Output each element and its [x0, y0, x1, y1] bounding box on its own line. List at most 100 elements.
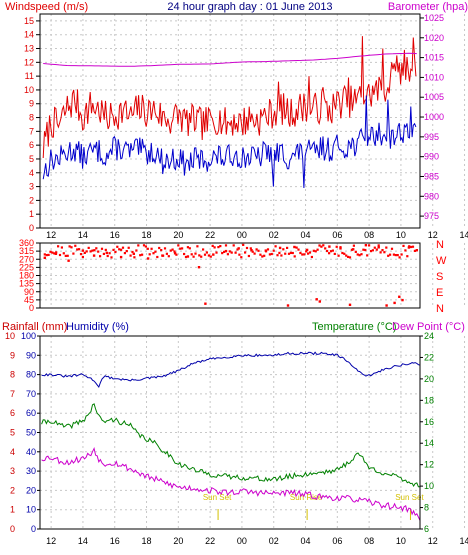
direction-point — [167, 255, 170, 258]
direction-point — [415, 249, 418, 252]
direction-point — [160, 249, 163, 252]
direction-point — [410, 245, 413, 249]
direction-point — [123, 252, 126, 255]
direction-point — [310, 255, 313, 259]
barometer-tick-label: 1025 — [424, 13, 444, 23]
wind-gust-line — [42, 36, 417, 159]
direction-point — [237, 247, 240, 250]
direction-point — [398, 295, 401, 298]
time-tick-label: 02 — [269, 230, 279, 240]
direction-point — [320, 245, 323, 248]
temperature-axis-label: Temperature (°C) — [312, 321, 396, 333]
direction-point — [148, 253, 151, 256]
direction-point — [186, 255, 190, 258]
barometer-tick-label: 1005 — [424, 92, 444, 102]
direction-point — [137, 244, 140, 247]
direction-point — [402, 244, 405, 247]
direction-tick-label: 225 — [19, 262, 34, 272]
direction-point — [257, 249, 260, 252]
direction-point — [173, 250, 176, 253]
dewpoint-axis-label: Dew Point (°C) — [392, 321, 465, 333]
direction-point — [43, 253, 46, 256]
barometer-axis-label: Barometer (hpa) — [388, 1, 468, 13]
direction-point — [354, 250, 357, 253]
direction-point — [270, 252, 273, 256]
humidity-tick-label: 80 — [26, 370, 36, 380]
direction-point — [232, 244, 235, 247]
direction-point — [92, 254, 96, 257]
sun-markers: Sun Set Sun Rise Sun Set — [203, 493, 424, 520]
direction-point — [213, 246, 216, 249]
direction-point — [280, 254, 283, 257]
direction-point — [91, 249, 94, 252]
direction-point — [163, 247, 167, 250]
direction-point — [53, 252, 56, 255]
time-tick-label: 12 — [428, 536, 438, 546]
rainfall-tick-label: 5 — [10, 428, 15, 438]
dewpoint-line — [41, 447, 421, 521]
direction-point — [209, 255, 212, 258]
direction-point — [165, 252, 168, 255]
time-tick-label: 22 — [205, 230, 215, 240]
direction-point — [55, 251, 58, 254]
humidity-line — [41, 351, 421, 389]
direction-point — [132, 252, 135, 255]
direction-point — [203, 253, 207, 256]
compass-label: W — [436, 255, 447, 267]
direction-point — [150, 247, 153, 250]
rainfall-tick-label: 4 — [10, 447, 15, 457]
rainfall-ticks: 0 1 2 3 4 5 6 7 8 9 10 — [5, 331, 15, 534]
time-tick-label: 12 — [46, 536, 56, 546]
windspeed-tick-label: 12 — [24, 57, 34, 67]
direction-point — [390, 247, 394, 250]
humidity-tick-label: 60 — [26, 408, 36, 418]
direction-point — [81, 255, 84, 259]
direction-point — [139, 254, 142, 257]
direction-point — [70, 246, 73, 249]
time-tick-label: 06 — [332, 230, 342, 240]
windspeed-tick-label: 2 — [29, 195, 34, 205]
direction-point — [291, 251, 294, 255]
direction-point — [322, 244, 325, 247]
direction-point — [244, 251, 247, 254]
time-tick-label: 10 — [396, 536, 406, 546]
direction-point — [58, 253, 62, 257]
windspeed-tick-label: 14 — [24, 30, 34, 40]
direction-point — [347, 255, 350, 258]
direction-point — [385, 304, 388, 307]
barometer-tick-label: 995 — [424, 132, 439, 142]
direction-point — [328, 245, 331, 248]
windspeed-tick-label: 3 — [29, 182, 34, 192]
direction-point — [230, 251, 233, 254]
direction-point — [217, 246, 220, 249]
direction-point — [114, 250, 117, 254]
direction-point — [318, 300, 321, 303]
time-tick-label: 04 — [301, 230, 311, 240]
barometer-tick-label: 980 — [424, 191, 439, 201]
temperature-line — [41, 403, 420, 488]
direction-point — [392, 253, 395, 256]
time-tick-label: 10 — [396, 230, 406, 240]
direction-point — [144, 245, 147, 248]
direction-point — [373, 246, 376, 249]
direction-point — [173, 252, 177, 255]
direction-point — [119, 255, 123, 259]
barometer-tick-label: 1010 — [424, 72, 444, 82]
direction-point — [108, 252, 111, 255]
direction-point — [47, 253, 50, 256]
time-tick-label: 08 — [364, 230, 374, 240]
time-tick-label: 00 — [237, 230, 247, 240]
direction-point — [74, 244, 77, 247]
direction-point — [400, 253, 403, 256]
direction-point — [371, 249, 374, 252]
direction-point — [350, 248, 353, 251]
direction-point — [377, 244, 380, 247]
sun-marker-label: Sun Rise — [290, 493, 323, 502]
wind-baro-frame — [39, 13, 421, 229]
direction-point — [286, 304, 290, 307]
direction-point — [190, 253, 193, 256]
direction-point — [329, 250, 333, 253]
direction-point — [131, 250, 134, 254]
